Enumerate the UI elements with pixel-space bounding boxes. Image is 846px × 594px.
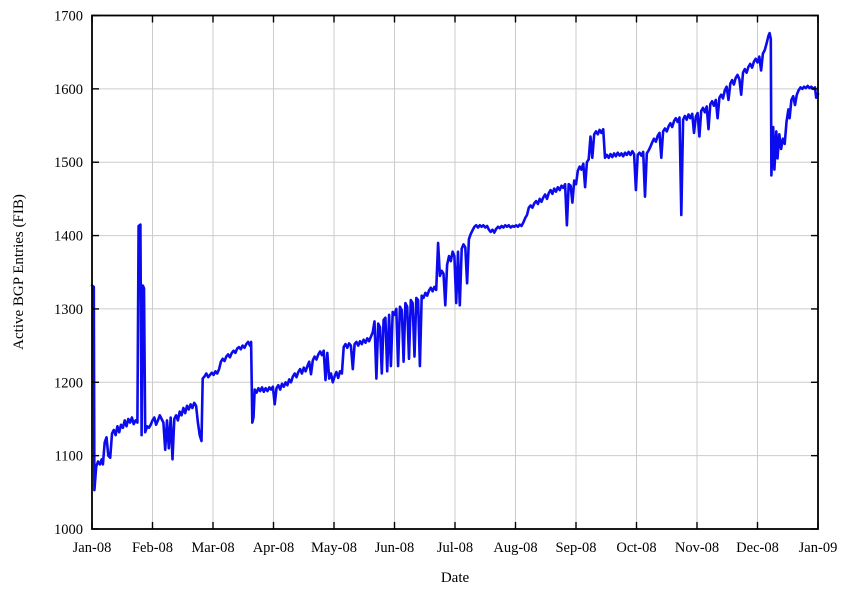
bgp-series-line: [90, 31, 820, 492]
y-tick-label: 1700: [54, 9, 83, 25]
y-tick-label: 1100: [55, 449, 83, 465]
x-tick-label: Aug-08: [493, 540, 537, 556]
series-layer: [90, 31, 820, 492]
x-tick-label: May-08: [311, 540, 357, 556]
y-tick-label: 1000: [54, 522, 83, 538]
x-tick-label: Mar-08: [191, 540, 234, 556]
y-tick-label: 1300: [54, 302, 83, 318]
x-tick-label: Feb-08: [132, 540, 173, 556]
x-tick-label: Jan-08: [73, 540, 112, 556]
y-tick-label: 1500: [54, 155, 83, 171]
x-tick-label: Nov-08: [675, 540, 719, 556]
x-axis-title: Date: [441, 570, 470, 586]
grid-layer: [92, 15, 818, 529]
y-tick-label: 1400: [54, 229, 83, 245]
x-tick-label: Apr-08: [253, 540, 295, 556]
x-tick-label: Jun-08: [375, 540, 414, 556]
x-tick-label: Jan-09: [799, 540, 838, 556]
y-tick-label: 1200: [54, 375, 83, 391]
y-tick-label: 1600: [54, 82, 83, 98]
x-tick-label: Jul-08: [437, 540, 473, 556]
x-tick-label: Oct-08: [616, 540, 656, 556]
x-tick-label: Dec-08: [736, 540, 779, 556]
tick-layer: [91, 14, 819, 530]
y-axis-title: Active BGP Entries (FIB): [11, 194, 27, 350]
label-layer: 1000 1100 1200 1300 1400 1500 1600 1700 Jan-08 Fe…: [54, 9, 837, 557]
x-tick-label: Sep-08: [555, 540, 596, 556]
